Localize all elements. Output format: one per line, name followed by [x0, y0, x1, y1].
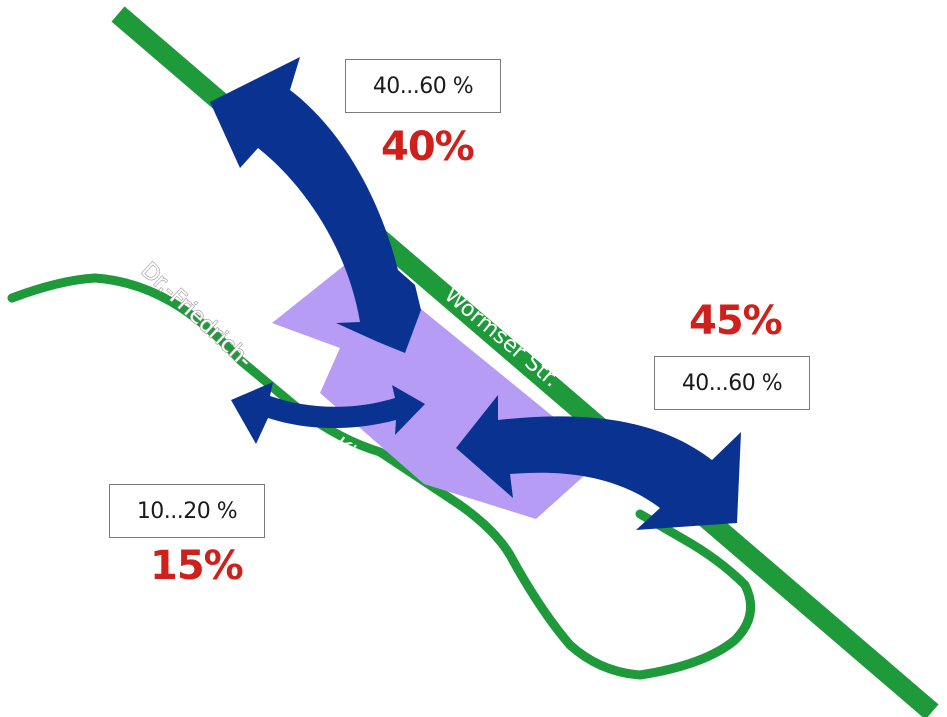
friedrich-street-label-part1: Dr.-Friedrich-: [136, 258, 257, 373]
west-range-box: 10...20 %: [109, 484, 265, 538]
north-range-box: 40...60 %: [345, 59, 501, 113]
north-share-value: 40%: [381, 124, 474, 170]
west-share-value: 15%: [150, 543, 243, 589]
southeast-share-value: 45%: [689, 298, 782, 344]
southeast-range-box: 40...60 %: [654, 356, 810, 410]
